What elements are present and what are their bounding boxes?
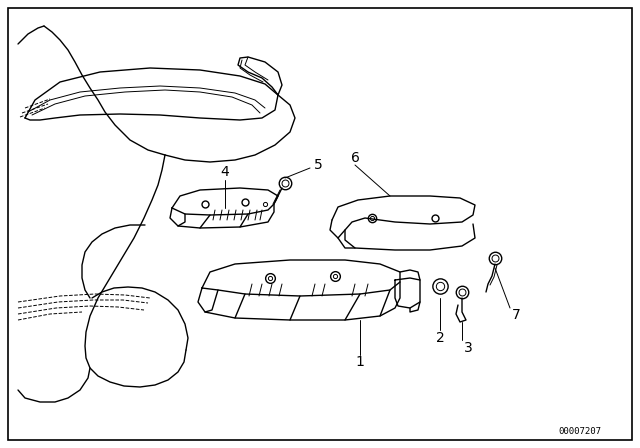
Text: 5: 5 xyxy=(314,158,323,172)
Text: 3: 3 xyxy=(463,341,472,355)
Text: 00007207: 00007207 xyxy=(559,427,602,436)
Text: 2: 2 xyxy=(436,331,444,345)
Text: 4: 4 xyxy=(221,165,229,179)
Text: 6: 6 xyxy=(351,151,360,165)
Text: 7: 7 xyxy=(511,308,520,322)
Text: 1: 1 xyxy=(356,355,364,369)
